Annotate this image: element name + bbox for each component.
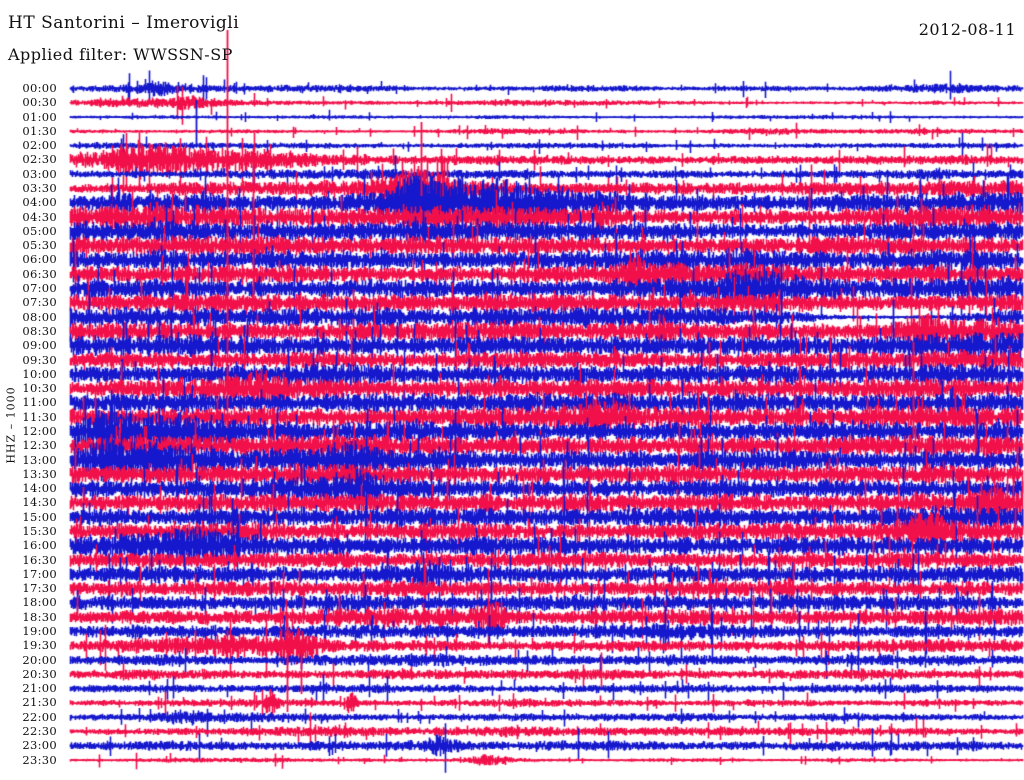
time-label: 22:00 [22, 709, 57, 724]
time-label: 17:30 [22, 581, 57, 596]
time-label: 18:00 [22, 595, 57, 610]
time-label: 04:30 [22, 209, 57, 224]
filter-label: Applied filter: WWSSN-SP [8, 45, 233, 64]
time-label: 09:30 [22, 352, 57, 367]
time-label: 10:30 [22, 381, 57, 396]
time-label: 05:30 [22, 238, 57, 253]
time-label: 20:30 [22, 666, 57, 681]
time-label: 13:00 [22, 452, 57, 467]
time-label: 14:30 [22, 495, 57, 510]
time-label: 03:30 [22, 181, 57, 196]
y-axis-label: HHZ – 1000 [4, 386, 18, 464]
time-label: 02:00 [22, 138, 57, 153]
time-label: 18:30 [22, 609, 57, 624]
time-label: 08:30 [22, 323, 57, 338]
time-label: 22:30 [22, 724, 57, 739]
date-label: 2012-08-11 [918, 20, 1016, 39]
time-label: 04:00 [22, 195, 57, 210]
time-label: 20:00 [22, 652, 57, 667]
time-label: 02:30 [22, 152, 57, 167]
time-label-column: 00:00 00:30 01:00 01:30 02:00 02:30 03:00 03:30… [0, 0, 60, 780]
time-label: 13:30 [22, 466, 57, 481]
time-label: 15:00 [22, 509, 57, 524]
time-label: 07:00 [22, 281, 57, 296]
station-title: HT Santorini – Imerovigli [8, 13, 240, 33]
time-label: 21:00 [22, 681, 57, 696]
time-label: 23:00 [22, 738, 57, 753]
time-label: 16:00 [22, 538, 57, 553]
time-label: 03:00 [22, 166, 57, 181]
time-label: 15:30 [22, 523, 57, 538]
time-label: 23:30 [22, 752, 57, 767]
time-label: 16:30 [22, 552, 57, 567]
time-label: 08:00 [22, 309, 57, 324]
time-label: 11:30 [22, 409, 57, 424]
time-label: 00:00 [22, 81, 57, 95]
time-label: 06:00 [22, 252, 57, 267]
time-label: 09:00 [22, 338, 57, 353]
time-label: 10:00 [22, 366, 57, 381]
time-label: 21:30 [22, 695, 57, 710]
time-label: 14:00 [22, 481, 57, 496]
time-label: 05:00 [22, 223, 57, 238]
time-label: 12:00 [22, 423, 57, 438]
time-label: 01:00 [22, 109, 57, 124]
time-label: 07:30 [22, 295, 57, 310]
time-label: 19:00 [22, 624, 57, 639]
time-label: 12:30 [22, 438, 57, 453]
time-label: 17:00 [22, 566, 57, 581]
time-label: 11:00 [22, 395, 57, 410]
time-label: 06:30 [22, 266, 57, 281]
time-label: 01:30 [22, 123, 57, 138]
time-label: 00:30 [22, 95, 57, 110]
time-label: 19:30 [22, 638, 57, 653]
